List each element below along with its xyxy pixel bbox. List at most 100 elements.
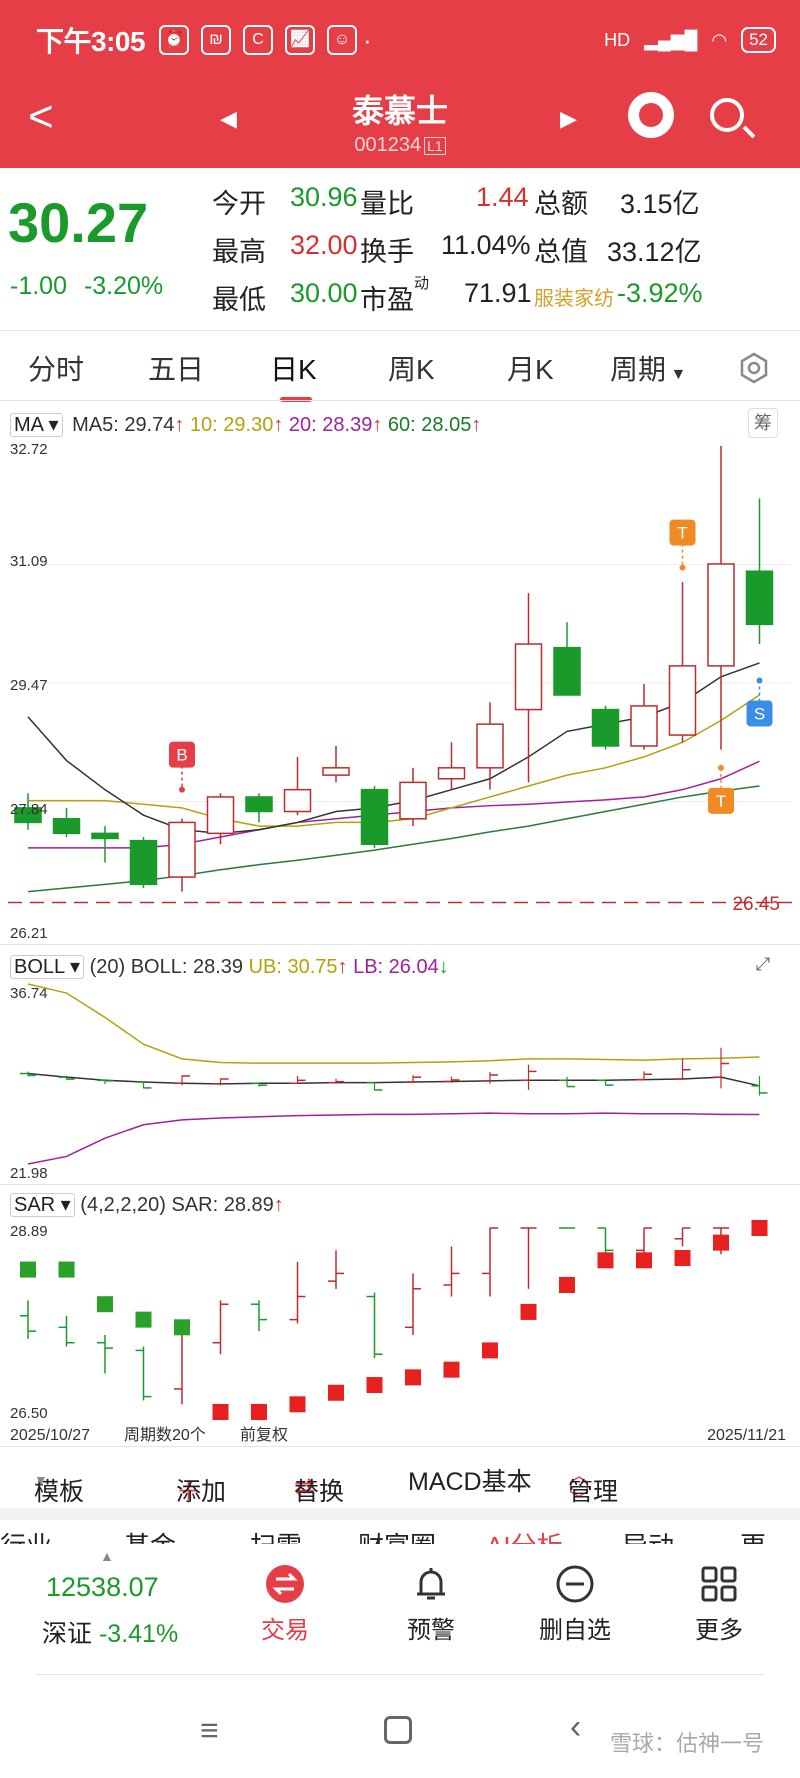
wifi-icon: ◠ [711, 29, 728, 50]
sar-dot [135, 1311, 152, 1328]
sar-selector[interactable]: SAR ▾ [10, 1193, 75, 1217]
signal-badge [669, 519, 696, 546]
menu-icon[interactable]: ≡ [200, 1712, 219, 1748]
candle-body [591, 708, 620, 747]
sub-tab[interactable]: 财富圈 [358, 1526, 436, 1544]
candle-body [437, 767, 466, 780]
alert-button[interactable]: 预警 [376, 1564, 486, 1645]
next-stock-icon[interactable]: ▶ [560, 106, 577, 131]
ma-legend: MA ▾ MA5: 29.74↑ 10: 29.30↑ 20: 28.39↑ 6… [10, 412, 481, 437]
status-time: 下午3:05 [36, 26, 146, 57]
stock-code: 001234 [354, 134, 422, 156]
amount-value: 3.15亿 [620, 189, 700, 219]
remove-watchlist-button[interactable]: 删自选 [520, 1564, 630, 1645]
sar-dot [636, 1252, 652, 1269]
divider [0, 1446, 800, 1447]
period-count: 周期数20个 [124, 1426, 206, 1442]
candle-body [399, 781, 427, 820]
prev-stock-icon[interactable]: ◀ [220, 106, 237, 131]
sar-params: (4,2,2,20) SAR: 28.89 [80, 1194, 274, 1216]
signal-dot [756, 677, 763, 684]
remove-watchlist-label: 删自选 [539, 1617, 611, 1644]
bank-icon: C [243, 25, 274, 55]
sub-tab[interactable]: 扫雷 [250, 1526, 302, 1544]
candle-body [283, 788, 312, 813]
back-icon[interactable]: < [28, 92, 54, 141]
tab-intraday[interactable]: 分时 [28, 354, 85, 385]
sub-tab[interactable]: 行业 [0, 1526, 52, 1544]
boll-params: (20) BOLL: 28.39 [89, 956, 244, 978]
index-name-line: 深证 -3.41% [42, 1614, 178, 1650]
network-label: HD [604, 29, 631, 50]
low-label: 最低 [212, 285, 266, 315]
app-header: 下午3:05 ⏰ ₪ C 📈 ☺ · HD ▂▄▆█ ◠ 52 < ◀ 泰慕士 … [0, 0, 800, 168]
boll-selector[interactable]: BOLL ▾ [10, 955, 85, 979]
candle-body [168, 821, 196, 878]
kline-chart[interactable]: B T T S 32.72 31.09 29.47 27.84 26.21 26.45 [0, 440, 800, 940]
industry-name[interactable]: 服装家纺 [534, 288, 614, 310]
sar-dot [713, 1234, 729, 1251]
ma5-value: MA5: 29.74 [72, 414, 175, 436]
tab-daily-k[interactable]: 日K [270, 348, 317, 402]
trade-signals: B T T S [169, 519, 773, 814]
back-nav-icon[interactable]: ‹ [570, 1708, 582, 1746]
trade-icon [266, 1565, 304, 1603]
tab-monthly-k[interactable]: 月K [507, 354, 554, 385]
open-value: 30.96 [290, 182, 358, 212]
assistant-robot-icon[interactable] [628, 92, 674, 138]
change-percent: -3.20% [83, 272, 164, 300]
change-value: -1.00 [10, 272, 67, 300]
adjust-mode[interactable]: 前复权 [240, 1426, 288, 1442]
boll-selector-label: BOLL [14, 956, 65, 978]
tab-period[interactable]: 周期 ▼ [610, 348, 686, 388]
sub-tabs-partial: 行业 基金 扫雷 财富圈 AI分析 异动 更 [0, 1520, 800, 1544]
level-badge: L1 [424, 137, 446, 155]
expand-icon[interactable]: ⤢ [755, 954, 771, 974]
chip-distribution-button[interactable]: 筹 [748, 408, 778, 438]
start-date: 2025/10/27 [10, 1427, 90, 1442]
ma-selector[interactable]: MA ▾ [10, 413, 63, 437]
sub-tab-active[interactable]: AI分析 [486, 1526, 563, 1544]
sub-tab[interactable]: 更 [740, 1526, 766, 1544]
settings-hexagon-icon[interactable] [738, 352, 770, 384]
hexagon-icon: ⬡ [568, 1473, 590, 1501]
divider [36, 1674, 764, 1675]
sar-dot [405, 1369, 421, 1386]
trade-button[interactable]: 交易 [230, 1564, 340, 1645]
boll-lb: LB: 26.04 [353, 956, 439, 978]
mcap-label: 总值 [534, 237, 588, 267]
candle-body [322, 767, 350, 776]
home-icon[interactable] [384, 1716, 412, 1744]
signal-dot [718, 764, 724, 771]
open-label: 今开 [212, 189, 266, 219]
sar-dot [482, 1342, 498, 1359]
boll-legend: BOLL ▾ (20) BOLL: 28.39 UB: 30.75↑ LB: 2… [10, 954, 449, 979]
low-value: 30.00 [290, 278, 358, 308]
ma10-value: 10: 29.30 [189, 414, 274, 436]
signal-label: S [754, 704, 765, 723]
tab-weekly-k[interactable]: 周K [388, 354, 435, 385]
end-date: 2025/11/21 [707, 1427, 786, 1442]
candle-body [129, 839, 158, 886]
replace-label: 替换 [294, 1478, 345, 1506]
tab-five-day[interactable]: 五日 [148, 354, 205, 385]
boll-ub-line [27, 983, 760, 1064]
ma5-line [27, 662, 760, 835]
more-button[interactable]: 更多 [664, 1564, 774, 1645]
ma10-line [28, 694, 760, 827]
status-bar: 下午3:05 ⏰ ₪ C 📈 ☺ · HD ▂▄▆█ ◠ 52 [36, 20, 776, 60]
sub-tab[interactable]: 异动 [622, 1526, 674, 1544]
collapse-up-icon: ▲ [100, 1548, 114, 1564]
sar-dot [443, 1361, 460, 1378]
indicator-button[interactable]: MACD基本 [408, 1468, 532, 1496]
boll-chart[interactable]: 36.74 21.98 [0, 982, 800, 1182]
quote-row-2: 最高 32.00 换手 11.04% 总值 33.12亿 [212, 230, 792, 278]
sar-dot [559, 1276, 575, 1293]
candle-body [14, 807, 42, 824]
search-icon[interactable] [710, 98, 744, 132]
sar-dot [597, 1252, 614, 1269]
sar-chart[interactable]: 28.89 26.50 2025/10/27 周期数20个 前复权 2025/1… [0, 1220, 800, 1442]
turnover-label: 换手 [360, 237, 414, 267]
sub-tab[interactable]: 基金 [124, 1526, 176, 1544]
candle-body [52, 818, 81, 835]
